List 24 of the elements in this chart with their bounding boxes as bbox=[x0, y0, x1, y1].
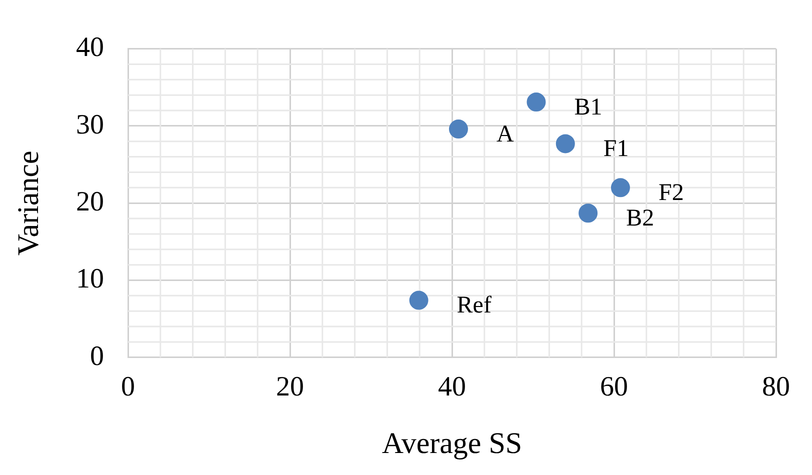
annotation: A bbox=[496, 121, 514, 148]
annotation: F1 bbox=[603, 136, 629, 162]
point bbox=[610, 178, 630, 198]
point bbox=[556, 134, 575, 154]
x-tick-label: 80 bbox=[762, 372, 790, 403]
annotation: Ref bbox=[456, 292, 492, 319]
annotation: F2 bbox=[658, 180, 684, 206]
y-tick-label: 0 bbox=[90, 340, 104, 372]
x-tick-label: 20 bbox=[276, 372, 304, 403]
y-axis-title: Variance bbox=[12, 150, 45, 256]
y-tick-label: 10 bbox=[76, 264, 104, 295]
y-tick-label: 20 bbox=[76, 186, 104, 218]
x-tick-label: 0 bbox=[121, 372, 135, 403]
x-tick-label: 60 bbox=[600, 372, 628, 403]
annotation: B2 bbox=[626, 205, 654, 232]
x-tick-label: 40 bbox=[438, 372, 466, 403]
y-tick-label: 40 bbox=[76, 32, 104, 64]
point bbox=[448, 120, 468, 139]
annotation: B1 bbox=[574, 94, 602, 120]
point bbox=[578, 204, 598, 223]
point bbox=[409, 290, 428, 310]
x-axis-title: Average SS bbox=[382, 426, 522, 460]
y-tick-label: 30 bbox=[76, 109, 104, 140]
point bbox=[526, 92, 546, 112]
